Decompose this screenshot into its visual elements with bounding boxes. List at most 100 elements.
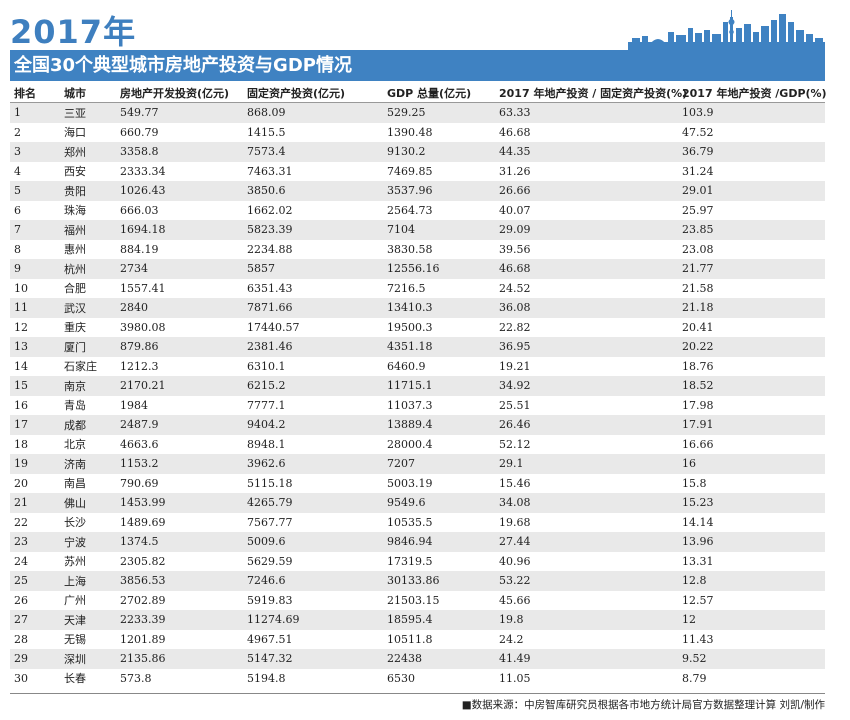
fixed-asset-investment-cell: 1415.5 — [243, 122, 383, 142]
column-header: 城市 — [60, 83, 116, 103]
rank-cell: 20 — [10, 473, 60, 493]
gdp-cell: 7207 — [383, 454, 495, 474]
rank-cell: 7 — [10, 220, 60, 240]
gdp-cell: 30133.86 — [383, 571, 495, 591]
real-estate-investment-cell: 2305.82 — [116, 551, 243, 571]
city-cell: 深圳 — [60, 649, 116, 669]
fixed-asset-investment-cell: 7871.66 — [243, 298, 383, 318]
fixed-asset-investment-cell: 2381.46 — [243, 337, 383, 357]
city-cell: 郑州 — [60, 142, 116, 162]
ratio-gdp-cell: 16.66 — [678, 434, 825, 454]
city-cell: 长沙 — [60, 512, 116, 532]
real-estate-investment-cell: 666.03 — [116, 200, 243, 220]
ratio-gdp-cell: 23.08 — [678, 239, 825, 259]
gdp-cell: 12556.16 — [383, 259, 495, 279]
city-cell: 石家庄 — [60, 356, 116, 376]
table-row: 27 天津 2233.39 11274.69 18595.4 19.8 12 — [10, 610, 825, 630]
table-row: 3 郑州 3358.8 7573.4 9130.2 44.35 36.79 — [10, 142, 825, 162]
ratio-fixed-cell: 11.05 — [495, 668, 678, 688]
ratio-gdp-cell: 47.52 — [678, 122, 825, 142]
gdp-cell: 2564.73 — [383, 200, 495, 220]
ratio-gdp-cell: 36.79 — [678, 142, 825, 162]
real-estate-investment-cell: 790.69 — [116, 473, 243, 493]
gdp-cell: 9846.94 — [383, 532, 495, 552]
ratio-fixed-cell: 26.46 — [495, 415, 678, 435]
rank-cell: 24 — [10, 551, 60, 571]
table-row: 6 珠海 666.03 1662.02 2564.73 40.07 25.97 — [10, 200, 825, 220]
ratio-gdp-cell: 20.41 — [678, 317, 825, 337]
real-estate-investment-cell: 1153.2 — [116, 454, 243, 474]
real-estate-investment-cell: 879.86 — [116, 337, 243, 357]
rank-cell: 26 — [10, 590, 60, 610]
fixed-asset-investment-cell: 5194.8 — [243, 668, 383, 688]
rank-cell: 29 — [10, 649, 60, 669]
table-row: 8 惠州 884.19 2234.88 3830.58 39.56 23.08 — [10, 239, 825, 259]
gdp-cell: 9549.6 — [383, 493, 495, 513]
gdp-cell: 18595.4 — [383, 610, 495, 630]
city-cell: 济南 — [60, 454, 116, 474]
ratio-fixed-cell: 45.66 — [495, 590, 678, 610]
gdp-cell: 7469.85 — [383, 161, 495, 181]
ratio-gdp-cell: 8.79 — [678, 668, 825, 688]
table-row: 26 广州 2702.89 5919.83 21503.15 45.66 12.57 — [10, 590, 825, 610]
real-estate-investment-cell: 2734 — [116, 259, 243, 279]
ratio-gdp-cell: 20.22 — [678, 337, 825, 357]
ratio-gdp-cell: 11.43 — [678, 629, 825, 649]
ratio-fixed-cell: 34.08 — [495, 493, 678, 513]
data-table: 排名 城市 房地产开发投资(亿元) 固定资产投资(亿元) GDP 总量(亿元) 2017 … — [10, 83, 827, 688]
table-row: 15 南京 2170.21 6215.2 11715.1 34.92 18.52 — [10, 376, 825, 396]
rank-cell: 19 — [10, 454, 60, 474]
table-row: 10 合肥 1557.41 6351.43 7216.5 24.52 21.58 — [10, 278, 825, 298]
ratio-gdp-cell: 16 — [678, 454, 825, 474]
fixed-asset-investment-cell: 868.09 — [243, 102, 383, 123]
real-estate-investment-cell: 1201.89 — [116, 629, 243, 649]
ratio-fixed-cell: 26.66 — [495, 181, 678, 201]
rank-cell: 9 — [10, 259, 60, 279]
real-estate-investment-cell: 1453.99 — [116, 493, 243, 513]
ratio-fixed-cell: 24.52 — [495, 278, 678, 298]
city-cell: 成都 — [60, 415, 116, 435]
column-header: 固定资产投资(亿元) — [243, 83, 383, 103]
ratio-gdp-cell: 31.24 — [678, 161, 825, 181]
ratio-fixed-cell: 41.49 — [495, 649, 678, 669]
gdp-cell: 1390.48 — [383, 122, 495, 142]
fixed-asset-investment-cell: 9404.2 — [243, 415, 383, 435]
footer-source: ■数据来源：中房智库研究员根据各市地方统计局官方数据整理计算 刘凯/制作 — [461, 699, 825, 711]
ratio-fixed-cell: 36.95 — [495, 337, 678, 357]
rank-cell: 22 — [10, 512, 60, 532]
rank-cell: 21 — [10, 493, 60, 513]
fixed-asset-investment-cell: 5147.32 — [243, 649, 383, 669]
rank-cell: 2 — [10, 122, 60, 142]
real-estate-investment-cell: 549.77 — [116, 102, 243, 123]
city-cell: 三亚 — [60, 102, 116, 123]
real-estate-investment-cell: 573.8 — [116, 668, 243, 688]
real-estate-investment-cell: 3856.53 — [116, 571, 243, 591]
gdp-cell: 3537.96 — [383, 181, 495, 201]
ratio-fixed-cell: 63.33 — [495, 102, 678, 123]
ratio-gdp-cell: 15.23 — [678, 493, 825, 513]
ratio-fixed-cell: 46.68 — [495, 122, 678, 142]
fixed-asset-investment-cell: 5009.6 — [243, 532, 383, 552]
city-cell: 佛山 — [60, 493, 116, 513]
real-estate-investment-cell: 1984 — [116, 395, 243, 415]
gdp-cell: 7104 — [383, 220, 495, 240]
table-row: 19 济南 1153.2 3962.6 7207 29.1 16 — [10, 454, 825, 474]
ratio-fixed-cell: 46.68 — [495, 259, 678, 279]
rank-cell: 10 — [10, 278, 60, 298]
ratio-gdp-cell: 103.9 — [678, 102, 825, 123]
fixed-asset-investment-cell: 7567.77 — [243, 512, 383, 532]
footer-divider — [10, 693, 825, 694]
ratio-fixed-cell: 44.35 — [495, 142, 678, 162]
gdp-cell: 7216.5 — [383, 278, 495, 298]
gdp-cell: 19500.3 — [383, 317, 495, 337]
table-row: 16 青岛 1984 7777.1 11037.3 25.51 17.98 — [10, 395, 825, 415]
real-estate-investment-cell: 3358.8 — [116, 142, 243, 162]
fixed-asset-investment-cell: 7246.6 — [243, 571, 383, 591]
city-cell: 武汉 — [60, 298, 116, 318]
ratio-fixed-cell: 24.2 — [495, 629, 678, 649]
gdp-cell: 17319.5 — [383, 551, 495, 571]
ratio-gdp-cell: 23.85 — [678, 220, 825, 240]
rank-cell: 27 — [10, 610, 60, 630]
gdp-cell: 3830.58 — [383, 239, 495, 259]
rank-cell: 17 — [10, 415, 60, 435]
